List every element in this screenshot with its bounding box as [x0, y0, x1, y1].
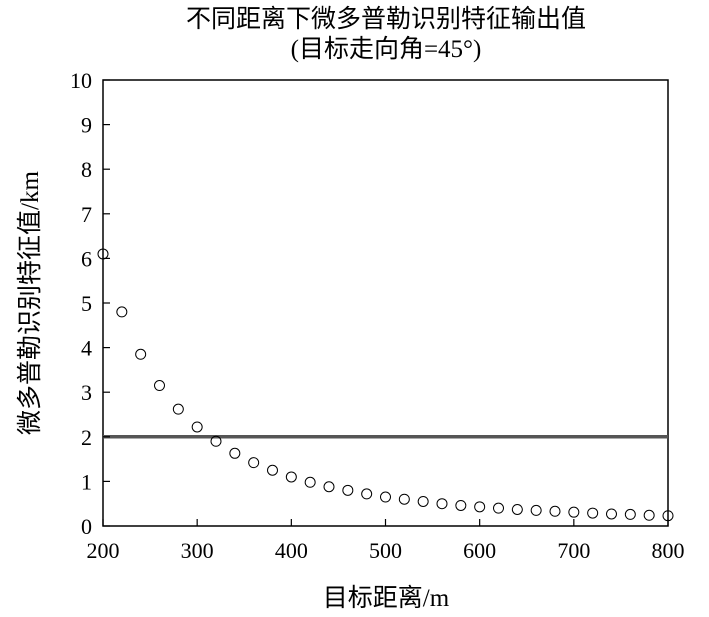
data-point: [624, 508, 636, 520]
data-point: [323, 481, 335, 493]
data-point: [229, 447, 241, 459]
data-point: [417, 495, 429, 507]
data-point: [511, 503, 523, 515]
data-point: [210, 435, 222, 447]
data-point: [267, 464, 278, 476]
data-point: [248, 457, 260, 469]
y-tick-label: 8: [81, 157, 92, 182]
data-point: [342, 484, 354, 496]
data-point: [380, 491, 391, 503]
x-tick-label: 500: [369, 538, 402, 563]
data-point: [97, 248, 109, 260]
data-point: [493, 502, 504, 514]
y-tick-label: 5: [81, 291, 92, 316]
plot-frame: [102, 79, 669, 527]
y-axis-label: 微多普勒识别特征值/km: [16, 171, 44, 435]
data-point: [285, 471, 297, 483]
data-point: [474, 501, 486, 513]
y-tick-label: 6: [81, 246, 92, 271]
y-tick-label: 10: [70, 68, 92, 93]
data-points: [97, 248, 674, 522]
y-axis-ticks: 0 1 2 3 4 5 6 7 8 9 10: [70, 68, 110, 539]
y-tick-label: 2: [81, 425, 92, 450]
data-point: [662, 510, 674, 522]
chart-title: 不同距离下微多普勒识别特征输出值: [186, 5, 586, 33]
y-tick-label: 0: [81, 514, 92, 539]
data-point: [587, 507, 599, 519]
data-point: [116, 306, 128, 318]
chart-subtitle: (目标走向角=45°): [291, 35, 482, 63]
data-point: [135, 348, 147, 360]
y-tick-label: 7: [81, 202, 92, 227]
data-point: [172, 403, 184, 415]
x-axis-ticks: 200 300 400 500 600 700 800: [87, 519, 685, 563]
y-tick-label: 3: [81, 380, 92, 405]
data-point: [191, 421, 203, 433]
data-point: [455, 499, 467, 511]
data-point: [549, 505, 561, 517]
data-point: [361, 488, 373, 500]
data-point: [154, 380, 165, 392]
x-tick-label: 800: [652, 538, 685, 563]
x-axis-label: 目标距离/m: [323, 584, 450, 612]
x-tick-label: 700: [557, 538, 590, 563]
data-point: [643, 509, 655, 521]
data-point: [530, 504, 542, 516]
y-tick-label: 4: [81, 336, 92, 361]
data-point: [606, 508, 617, 520]
y-tick-label: 9: [81, 113, 92, 138]
x-tick-label: 600: [463, 538, 496, 563]
data-point: [398, 493, 410, 505]
x-tick-label: 200: [87, 538, 120, 563]
x-tick-label: 400: [275, 538, 308, 563]
data-point: [568, 506, 580, 518]
x-tick-label: 300: [181, 538, 214, 563]
data-point: [304, 476, 316, 488]
y-tick-label: 1: [81, 469, 92, 494]
data-point: [436, 498, 448, 510]
